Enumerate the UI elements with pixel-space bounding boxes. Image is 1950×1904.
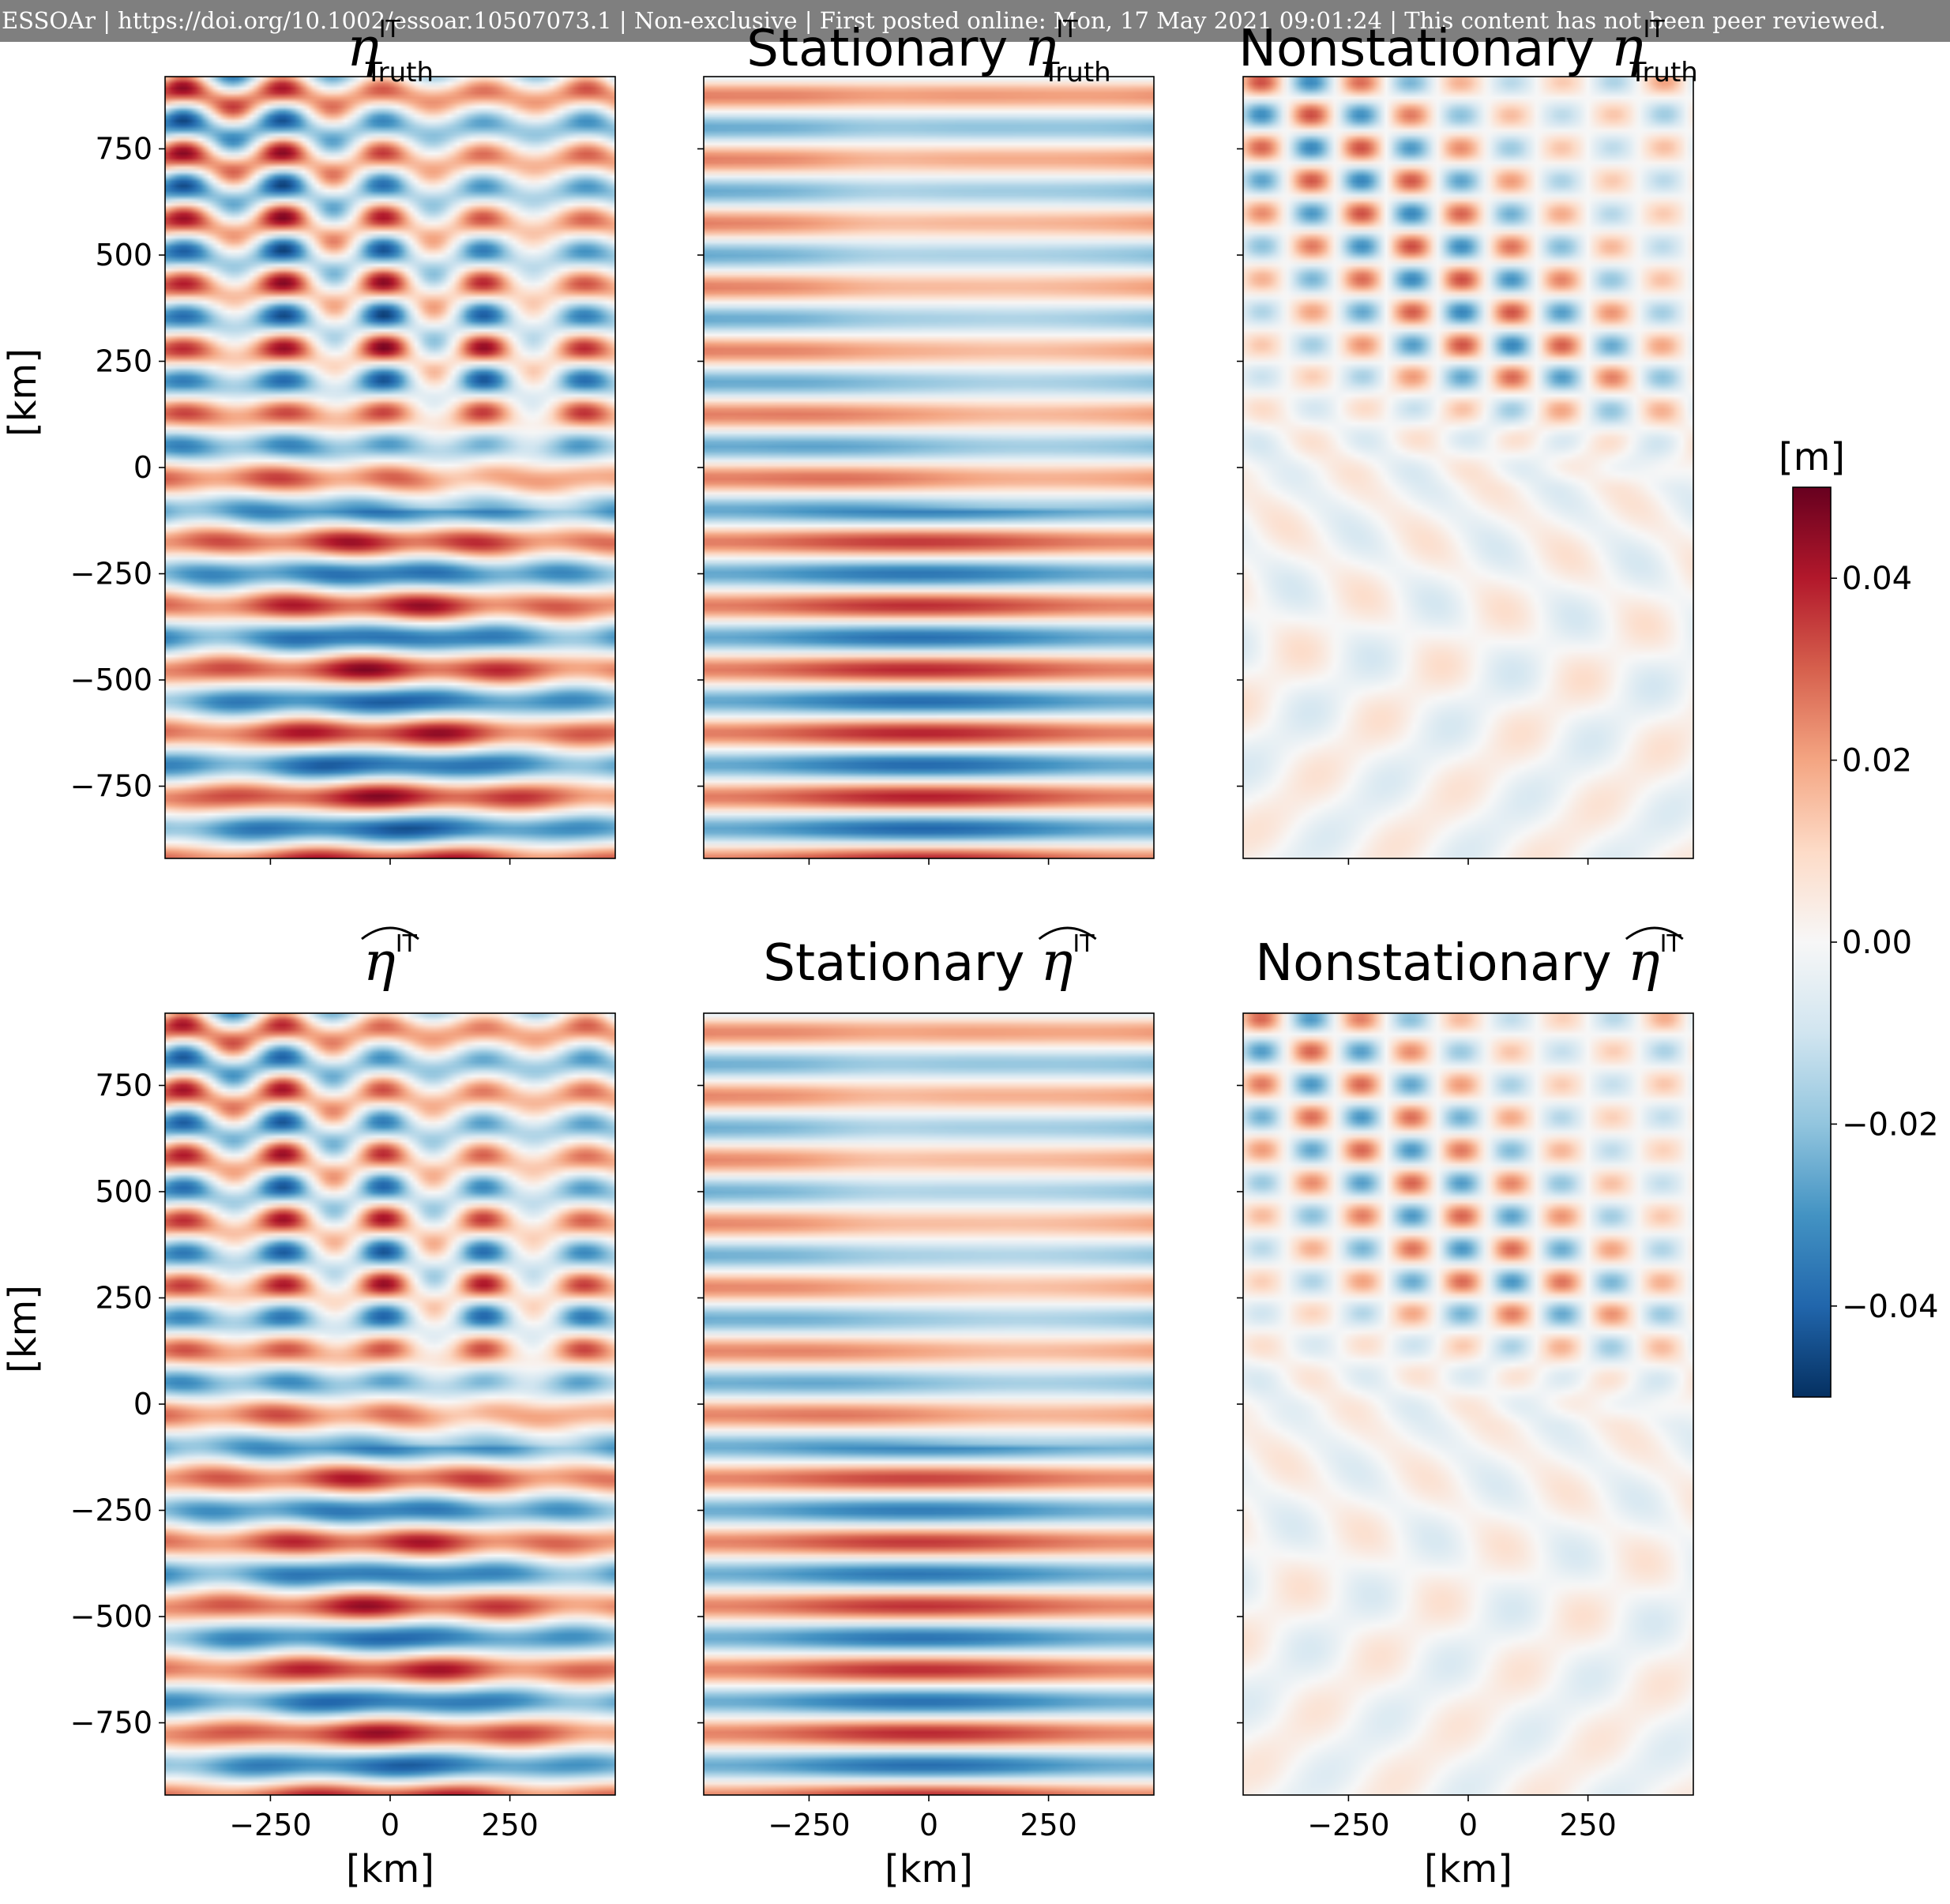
hat-accent (1038, 926, 1097, 941)
panel-title-4: Stationary ηIT (763, 930, 1095, 993)
colorbar: 0.04 0.02 0.00 −0.02 −0.04 [m] (1779, 435, 1939, 1398)
y-tick-label: 0 (133, 1387, 152, 1421)
colorbar-tick-label: 0.02 (1842, 743, 1912, 779)
panel-2: Nonstationary ηIT Truth (1237, 16, 1698, 865)
title-superscript: IT (379, 16, 401, 43)
hat-accent (1625, 926, 1684, 941)
y-tick-label: 250 (95, 1280, 152, 1315)
colorbar-tick-label: −0.04 (1842, 1289, 1939, 1325)
heatmap-2 (1243, 77, 1693, 858)
title-symbol: η (1041, 931, 1073, 993)
x-tick-label: −250 (1307, 1808, 1389, 1842)
title-prefix: Stationary (746, 20, 1024, 78)
banner-text: ESSOAr | https://doi.org/10.1002/essoar.… (2, 7, 1886, 34)
y-axis-label: [km] (1, 1285, 45, 1373)
colorbar-tick-label: 0.04 (1842, 561, 1912, 597)
heatmap-4 (704, 1013, 1154, 1795)
panel-1: Stationary ηIT Truth (697, 16, 1155, 865)
title-prefix: Stationary (763, 934, 1040, 993)
title-superscript: IT (1056, 16, 1078, 43)
title-prefix: Nonstationary (1255, 934, 1628, 993)
title-subscript: Truth (365, 57, 434, 88)
title-symbol: η (363, 931, 396, 993)
panel-title-0: ηIT Truth (347, 16, 434, 88)
y-tick-label: 500 (95, 238, 152, 272)
heatmap-1 (704, 77, 1154, 858)
x-tick-label: 250 (481, 1808, 539, 1842)
title-prefix: Nonstationary (1238, 20, 1611, 78)
title-symbol: η (1611, 17, 1644, 79)
colorbar-label: [m] (1779, 435, 1845, 479)
y-tick-label: −750 (70, 769, 152, 804)
x-tick-label: −250 (229, 1808, 311, 1842)
x-tick-label: 250 (1559, 1808, 1617, 1842)
x-axis-label: [km] (1424, 1847, 1512, 1891)
heatmap-5 (1243, 1013, 1693, 1795)
colorbar-bar (1792, 486, 1832, 1398)
y-tick-label: −500 (70, 663, 152, 697)
title-symbol: η (347, 17, 379, 79)
panel-title-2: Nonstationary ηIT Truth (1238, 16, 1698, 88)
heatmap-3 (165, 1013, 615, 1795)
x-tick-label: 0 (919, 1808, 938, 1842)
y-tick-label: 750 (95, 1068, 152, 1102)
title-symbol: η (1628, 931, 1660, 993)
x-tick-label: −250 (768, 1808, 850, 1842)
panel-5: −250 0 250 [km] Nonstationary ηIT (1237, 926, 1694, 1891)
panel-3: 750 500 250 0 −250 −500 −750 −250 0 250 [km] [km] ηI… (1, 926, 616, 1891)
x-tick-label: 0 (381, 1808, 400, 1842)
y-axis-label: [km] (1, 348, 45, 437)
colorbar-tick-label: −0.02 (1842, 1106, 1939, 1143)
y-tick-label: −750 (70, 1706, 152, 1741)
panel-title-1: Stationary ηIT Truth (746, 16, 1110, 88)
colorbar-tick-label: 0.00 (1842, 925, 1912, 961)
y-tick-label: 250 (95, 344, 152, 378)
title-subscript: Truth (1629, 57, 1698, 88)
hat-accent (361, 926, 419, 941)
x-axis-label: [km] (885, 1847, 973, 1891)
y-tick-label: 500 (95, 1174, 152, 1209)
y-tick-label: −500 (70, 1599, 152, 1634)
panel-0: 750 500 250 0 −250 −500 −750 [km] ηIT Truth (1, 16, 616, 865)
panel-title-5: Nonstationary ηIT (1255, 930, 1681, 993)
title-superscript: IT (1643, 16, 1665, 43)
panel-title-3: ηIT (363, 930, 418, 993)
panel-4: −250 0 250 [km] Stationary ηIT (697, 926, 1155, 1891)
y-tick-label: −250 (70, 1493, 152, 1528)
y-tick-label: 0 (133, 450, 152, 485)
x-axis-label: [km] (346, 1847, 434, 1891)
title-symbol: η (1024, 17, 1057, 79)
heatmap-0 (165, 77, 615, 858)
y-tick-label: 750 (95, 131, 152, 166)
preprint-banner: ESSOAr | https://doi.org/10.1002/essoar.… (0, 0, 1950, 42)
y-tick-label: −250 (70, 557, 152, 591)
title-subscript: Truth (1043, 57, 1111, 88)
x-tick-label: 250 (1020, 1808, 1077, 1842)
x-tick-label: 0 (1459, 1808, 1478, 1842)
